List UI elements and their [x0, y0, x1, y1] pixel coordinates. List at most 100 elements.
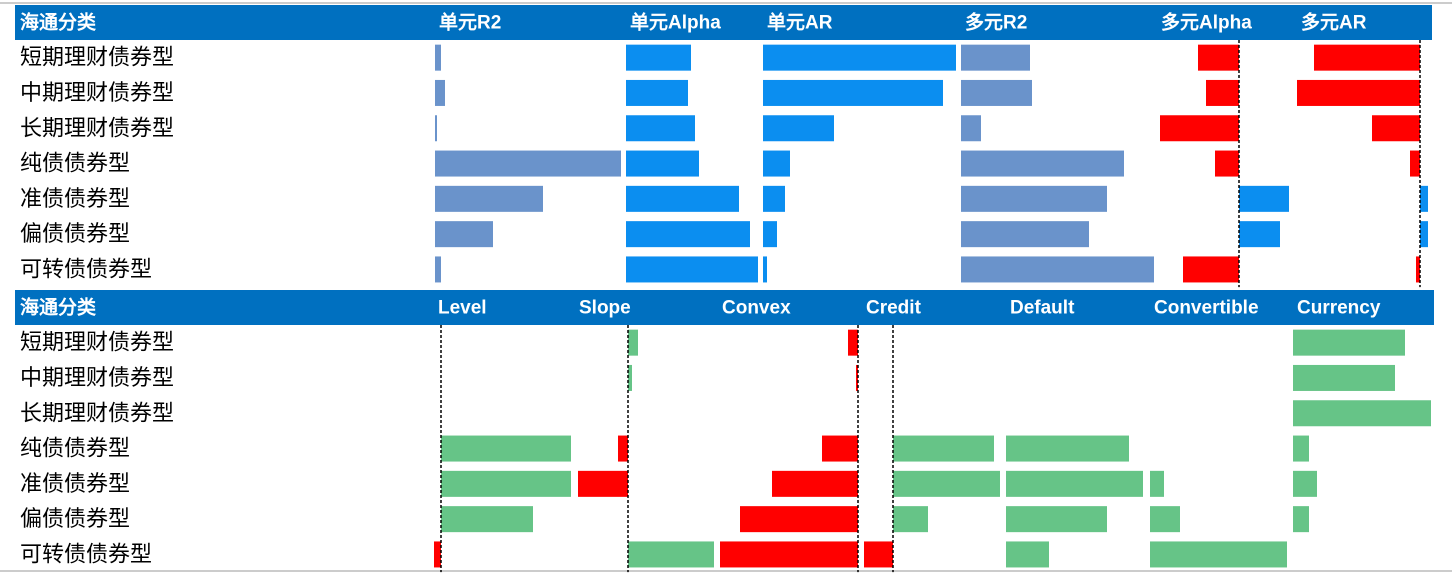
bar: [763, 221, 777, 248]
bar: [1150, 506, 1180, 533]
column-header: Credit: [866, 298, 922, 319]
bar: [1215, 150, 1239, 177]
bar: [961, 185, 1107, 212]
row-label: 短期理财债券型: [20, 331, 174, 356]
bar: [435, 150, 621, 177]
bar: [1293, 435, 1309, 462]
bar: [893, 470, 1000, 497]
bar: [435, 221, 493, 248]
bar: [435, 79, 445, 106]
bar: [1297, 79, 1420, 106]
bar: [763, 79, 943, 106]
bar: [1160, 115, 1239, 142]
bar: [435, 115, 437, 142]
bar: [848, 329, 858, 356]
bar: [628, 329, 638, 356]
bar: [435, 256, 441, 283]
bar: [961, 221, 1089, 248]
column-header: Slope: [579, 298, 631, 319]
bar: [578, 470, 628, 497]
column-header: 多元Alpha: [1161, 11, 1252, 34]
bar: [626, 115, 695, 142]
bar: [1150, 470, 1164, 497]
bar: [626, 44, 691, 71]
bar: [1006, 435, 1129, 462]
bar: [961, 79, 1032, 106]
header-bar: [15, 290, 1434, 325]
row-label: 偏债债券型: [20, 507, 130, 532]
bar: [893, 435, 994, 462]
bar: [1372, 115, 1420, 142]
column-header: 多元R2: [965, 11, 1027, 34]
bar: [961, 256, 1154, 283]
bar: [626, 150, 699, 177]
column-header: Currency: [1297, 298, 1381, 319]
bar: [1239, 221, 1280, 248]
column-header: 单元Alpha: [630, 11, 721, 34]
bar: [1150, 541, 1287, 568]
bar: [618, 435, 628, 462]
bar: [1006, 470, 1143, 497]
bar: [893, 506, 928, 533]
bar: [1183, 256, 1239, 283]
bar: [1239, 185, 1289, 212]
row-label: 可转债债券型: [20, 257, 152, 282]
bar: [961, 44, 1030, 71]
bar: [1006, 541, 1049, 568]
bar: [1293, 506, 1309, 533]
bar: [740, 506, 858, 533]
row-label: 纯债债券型: [20, 437, 130, 462]
bar: [822, 435, 858, 462]
bar: [435, 185, 543, 212]
bar: [763, 44, 956, 71]
row-label: 纯债债券型: [20, 152, 130, 177]
row-label: 可转债债券型: [20, 542, 152, 567]
bar: [961, 150, 1124, 177]
bar: [1416, 256, 1420, 283]
column-header: 多元AR: [1301, 11, 1367, 34]
bar: [1420, 221, 1428, 248]
column-header: 单元AR: [767, 11, 833, 34]
row-label: 准债债券型: [20, 472, 130, 497]
bar: [763, 150, 790, 177]
row-label: 准债债券型: [20, 187, 130, 212]
bar: [1293, 400, 1431, 427]
column-header: Default: [1010, 298, 1075, 319]
header-label: 海通分类: [20, 296, 96, 319]
bar: [1293, 470, 1317, 497]
row-label: 短期理财债券型: [20, 46, 174, 71]
bar: [763, 256, 767, 283]
column-header: 单元R2: [439, 11, 501, 34]
bar: [441, 506, 533, 533]
bar: [1293, 329, 1405, 356]
bar: [772, 470, 858, 497]
bar: [763, 185, 785, 212]
bar: [441, 470, 571, 497]
bar: [626, 79, 688, 106]
column-header: Convex: [722, 298, 791, 319]
column-header: Level: [438, 298, 487, 319]
bar: [1006, 506, 1107, 533]
bar: [961, 115, 981, 142]
bar: [628, 364, 632, 391]
header-bar: [15, 5, 1432, 40]
bar: [864, 541, 893, 568]
bar: [856, 364, 858, 391]
row-label: 长期理财债券型: [20, 116, 174, 141]
bar: [1206, 79, 1239, 106]
bar: [763, 115, 834, 142]
bar: [720, 541, 858, 568]
column-header: Convertible: [1154, 298, 1259, 319]
bar: [1314, 44, 1420, 71]
bar: [626, 185, 739, 212]
bar: [441, 435, 571, 462]
row-label: 中期理财债券型: [20, 366, 174, 391]
bar: [1420, 185, 1428, 212]
bar: [435, 44, 441, 71]
header-label: 海通分类: [20, 11, 96, 34]
bar: [1410, 150, 1420, 177]
row-label: 长期理财债券型: [20, 401, 174, 426]
bar: [434, 541, 441, 568]
row-label: 中期理财债券型: [20, 81, 174, 106]
